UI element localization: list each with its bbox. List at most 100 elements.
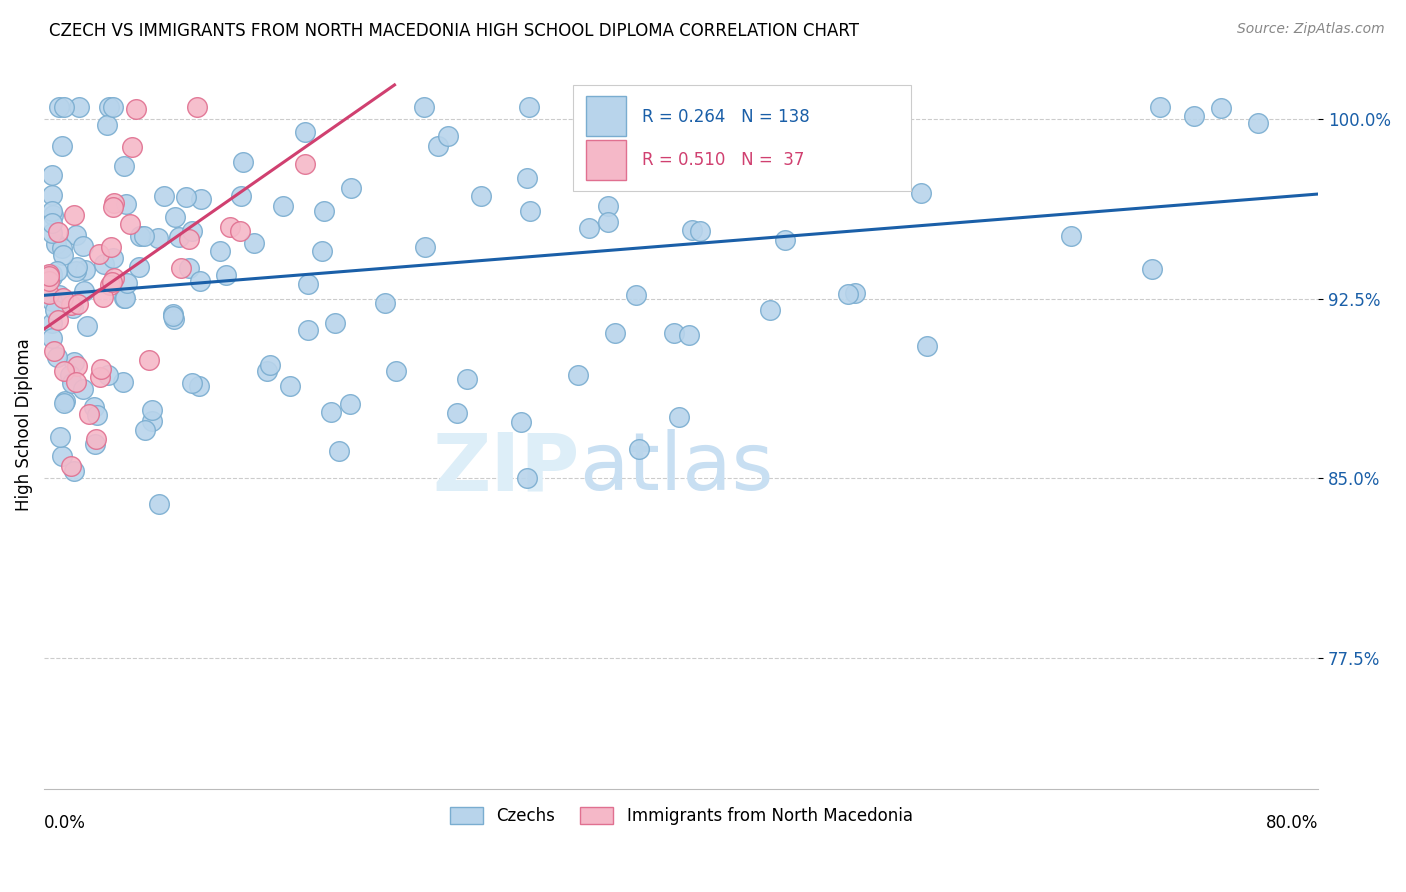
Point: [259, 359, 281, 373]
Point: [52, 395, 75, 409]
Point: [209, 244, 232, 259]
Point: [446, 407, 468, 421]
Point: [516, 170, 538, 185]
Point: [46, 264, 69, 278]
FancyBboxPatch shape: [572, 85, 911, 191]
Point: [188, 273, 211, 287]
Point: [1211, 101, 1233, 115]
Point: [413, 240, 436, 254]
Point: [115, 277, 138, 291]
Point: [763, 126, 786, 140]
Point: [125, 102, 148, 116]
Point: [84, 437, 107, 451]
Point: [837, 287, 859, 301]
Y-axis label: High School Diploma: High School Diploma: [15, 338, 32, 511]
Point: [67, 100, 90, 114]
Text: R = 0.510   N =  37: R = 0.510 N = 37: [641, 152, 804, 169]
Point: [48, 100, 70, 114]
Point: [90, 362, 112, 376]
Point: [41, 216, 63, 230]
Point: [73, 284, 96, 298]
Point: [1182, 109, 1205, 123]
Point: [75, 263, 97, 277]
Point: [77, 407, 100, 421]
Point: [103, 100, 125, 114]
Point: [128, 260, 150, 275]
Point: [101, 251, 124, 265]
Point: [93, 257, 115, 271]
Point: [65, 227, 87, 242]
Point: [689, 224, 711, 238]
Point: [41, 293, 63, 308]
Point: [319, 404, 342, 418]
Point: [174, 190, 197, 204]
Point: [519, 203, 541, 218]
Point: [138, 352, 160, 367]
Point: [98, 277, 121, 292]
Point: [87, 247, 110, 261]
Point: [53, 364, 76, 378]
Point: [578, 221, 600, 235]
Point: [598, 199, 620, 213]
Point: [41, 269, 63, 284]
Point: [297, 323, 319, 337]
Point: [84, 433, 107, 447]
Point: [46, 313, 69, 327]
Point: [624, 288, 647, 302]
Text: 80.0%: 80.0%: [1265, 814, 1319, 832]
Point: [42, 208, 65, 222]
Point: [775, 233, 797, 247]
Point: [153, 188, 176, 202]
Point: [456, 372, 478, 386]
Point: [72, 239, 94, 253]
Text: ZIP: ZIP: [432, 429, 579, 508]
Point: [190, 192, 212, 206]
Point: [100, 240, 122, 254]
Point: [517, 100, 540, 114]
Point: [46, 350, 69, 364]
Point: [38, 267, 60, 281]
Point: [38, 286, 60, 301]
Point: [115, 197, 138, 211]
Point: [596, 214, 619, 228]
Point: [162, 307, 184, 321]
Point: [605, 326, 627, 340]
Point: [44, 236, 66, 251]
Point: [41, 188, 63, 202]
Point: [678, 328, 700, 343]
FancyBboxPatch shape: [586, 96, 627, 136]
Point: [41, 267, 63, 281]
Point: [121, 140, 143, 154]
Point: [59, 298, 82, 312]
Point: [49, 430, 72, 444]
Point: [46, 225, 69, 239]
Point: [181, 376, 204, 390]
Point: [63, 465, 86, 479]
Point: [256, 364, 278, 378]
Point: [76, 318, 98, 333]
Point: [41, 226, 63, 240]
Point: [51, 138, 73, 153]
Point: [112, 159, 135, 173]
Point: [297, 277, 319, 292]
Point: [668, 409, 690, 424]
Point: [627, 442, 650, 457]
Point: [229, 224, 252, 238]
FancyBboxPatch shape: [586, 140, 627, 180]
Point: [219, 219, 242, 234]
Point: [215, 268, 238, 283]
Point: [187, 378, 209, 392]
Point: [294, 124, 316, 138]
Point: [243, 235, 266, 250]
Point: [62, 208, 84, 222]
Point: [60, 458, 83, 473]
Point: [470, 189, 492, 203]
Point: [385, 364, 408, 378]
Point: [704, 100, 727, 114]
Point: [1059, 228, 1081, 243]
Point: [103, 196, 125, 211]
Point: [844, 285, 866, 300]
Point: [759, 302, 782, 317]
Point: [681, 223, 703, 237]
Text: atlas: atlas: [579, 429, 773, 508]
